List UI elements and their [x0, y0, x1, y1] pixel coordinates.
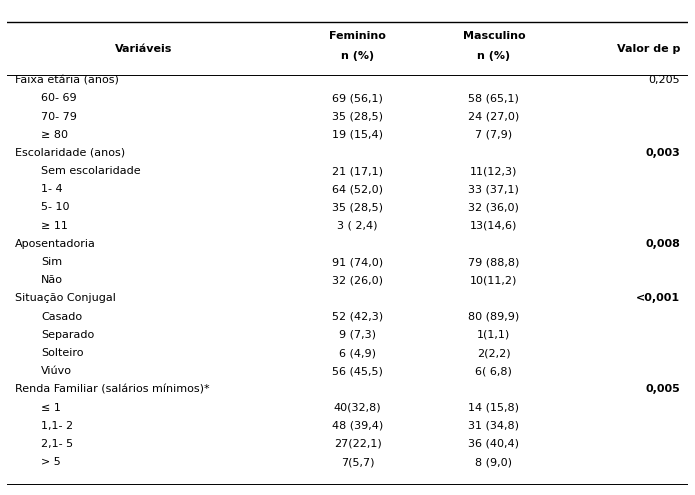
Text: Masculino: Masculino [463, 32, 525, 42]
Text: Feminino: Feminino [329, 32, 386, 42]
Text: 2,1- 5: 2,1- 5 [41, 439, 73, 449]
Text: 32 (36,0): 32 (36,0) [468, 202, 519, 212]
Text: 0,205: 0,205 [648, 75, 680, 85]
Text: Separado: Separado [41, 330, 95, 340]
Text: n (%): n (%) [477, 51, 511, 61]
Text: > 5: > 5 [41, 457, 60, 467]
Text: Não: Não [41, 275, 63, 285]
Text: 58 (65,1): 58 (65,1) [468, 94, 519, 103]
Text: ≥ 11: ≥ 11 [41, 221, 68, 231]
Text: 3 ( 2,4): 3 ( 2,4) [338, 221, 378, 231]
Text: 40(32,8): 40(32,8) [334, 402, 382, 413]
Text: 8 (9,0): 8 (9,0) [475, 457, 512, 467]
Text: 24 (27,0): 24 (27,0) [468, 111, 520, 122]
Text: 32 (26,0): 32 (26,0) [332, 275, 383, 285]
Text: 9 (7,3): 9 (7,3) [339, 330, 376, 340]
Text: 80 (89,9): 80 (89,9) [468, 312, 520, 322]
Text: 31 (34,8): 31 (34,8) [468, 421, 519, 431]
Text: 33 (37,1): 33 (37,1) [468, 184, 519, 195]
Text: 79 (88,8): 79 (88,8) [468, 257, 520, 267]
Text: 1(1,1): 1(1,1) [477, 330, 511, 340]
Text: 1,1- 2: 1,1- 2 [41, 421, 73, 431]
Text: Sem escolaridade: Sem escolaridade [41, 166, 140, 176]
Text: 1- 4: 1- 4 [41, 184, 63, 195]
Text: n (%): n (%) [341, 51, 375, 61]
Text: 19 (15,4): 19 (15,4) [332, 130, 383, 140]
Text: 6( 6,8): 6( 6,8) [475, 366, 512, 376]
Text: 5- 10: 5- 10 [41, 202, 70, 212]
Text: 14 (15,8): 14 (15,8) [468, 402, 519, 413]
Text: 0,005: 0,005 [645, 385, 680, 395]
Text: Variáveis: Variáveis [115, 44, 172, 53]
Text: Faixa etária (anos): Faixa etária (anos) [15, 75, 119, 85]
Text: Solteiro: Solteiro [41, 348, 83, 358]
Text: 11(12,3): 11(12,3) [471, 166, 518, 176]
Text: ≥ 80: ≥ 80 [41, 130, 68, 140]
Text: 0,003: 0,003 [645, 148, 680, 158]
Text: 60- 69: 60- 69 [41, 94, 76, 103]
Text: Aposentadoria: Aposentadoria [15, 239, 96, 249]
Text: 21 (17,1): 21 (17,1) [332, 166, 383, 176]
Text: Casado: Casado [41, 312, 82, 322]
Text: 35 (28,5): 35 (28,5) [332, 111, 383, 122]
Text: 36 (40,4): 36 (40,4) [468, 439, 519, 449]
Text: Renda Familiar (salários mínimos)*: Renda Familiar (salários mínimos)* [15, 385, 210, 395]
Text: 35 (28,5): 35 (28,5) [332, 202, 383, 212]
Text: Sim: Sim [41, 257, 62, 267]
Text: 7(5,7): 7(5,7) [341, 457, 375, 467]
Text: 2(2,2): 2(2,2) [477, 348, 511, 358]
Text: 27(22,1): 27(22,1) [334, 439, 382, 449]
Text: 56 (45,5): 56 (45,5) [332, 366, 383, 376]
Text: 52 (42,3): 52 (42,3) [332, 312, 383, 322]
Text: 70- 79: 70- 79 [41, 111, 77, 122]
Text: Situação Conjugal: Situação Conjugal [15, 294, 116, 303]
Text: Viúvo: Viúvo [41, 366, 72, 376]
Text: 91 (74,0): 91 (74,0) [332, 257, 383, 267]
Text: 48 (39,4): 48 (39,4) [332, 421, 384, 431]
Text: 64 (52,0): 64 (52,0) [332, 184, 383, 195]
Text: 69 (56,1): 69 (56,1) [332, 94, 383, 103]
Text: 6 (4,9): 6 (4,9) [339, 348, 376, 358]
Text: Valor de p: Valor de p [616, 44, 680, 53]
Text: Escolaridade (anos): Escolaridade (anos) [15, 148, 125, 158]
Text: 0,008: 0,008 [645, 239, 680, 249]
Text: 10(11,2): 10(11,2) [471, 275, 518, 285]
Text: ≤ 1: ≤ 1 [41, 402, 61, 413]
Text: 13(14,6): 13(14,6) [471, 221, 518, 231]
Text: <0,001: <0,001 [636, 294, 680, 303]
Text: 7 (7,9): 7 (7,9) [475, 130, 512, 140]
